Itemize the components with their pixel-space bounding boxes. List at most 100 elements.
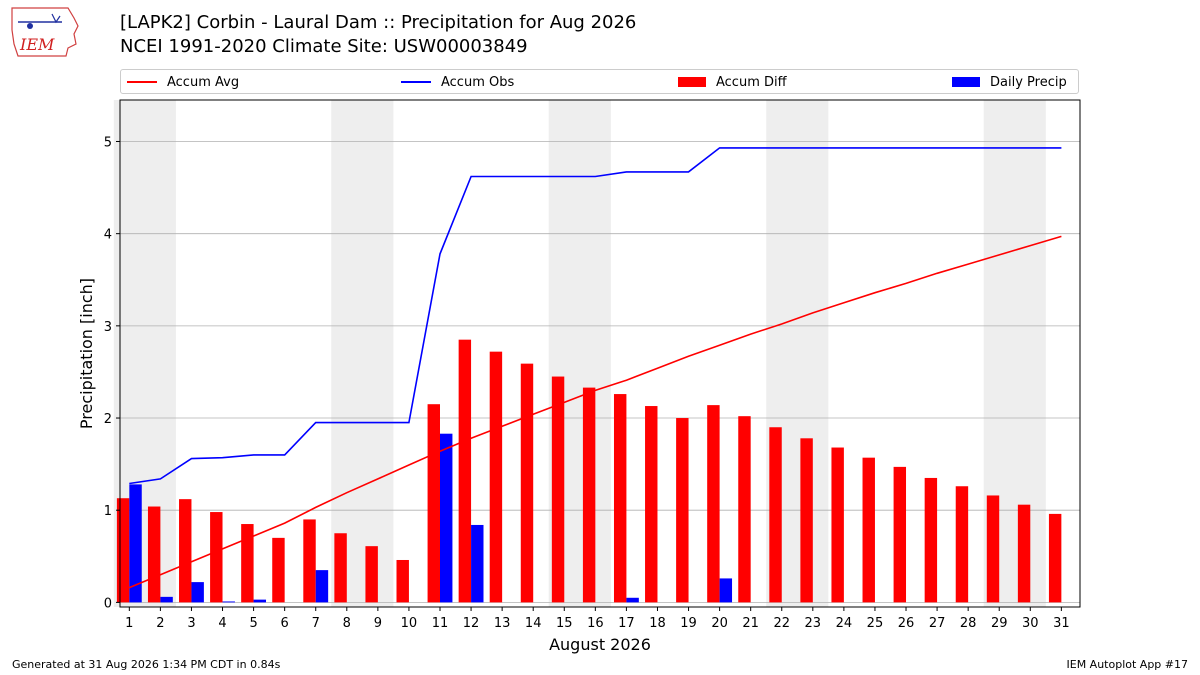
bar-accum-diff [427, 404, 440, 603]
y-axis-label: Precipitation [inch] [77, 278, 96, 429]
bar-accum-diff [769, 427, 782, 603]
y-tick-label: 0 [104, 596, 112, 611]
x-tick-label: 12 [463, 616, 480, 631]
x-tick-label: 16 [587, 616, 604, 631]
x-tick-label: 10 [401, 616, 418, 631]
bar-accum-diff [272, 537, 285, 603]
x-tick-label: 18 [649, 616, 666, 631]
legend-item-accum-diff: Accum Diff [678, 74, 787, 90]
legend-item-accum-obs: Accum Obs [401, 74, 514, 90]
legend-item-daily-precip: Daily Precip [952, 74, 1067, 90]
series-lines [128, 147, 1062, 589]
bar-daily-precip [129, 484, 142, 603]
x-tick-label: 17 [618, 616, 635, 631]
bar-accum-diff [489, 351, 503, 603]
bar-accum-diff [613, 394, 627, 603]
x-tick-label: 13 [494, 616, 511, 631]
plot-frame [119, 99, 1081, 608]
bar-accum-diff [210, 512, 223, 603]
legend-swatch-accum-avg [127, 81, 157, 83]
legend: Accum Avg Accum Obs Accum Diff Daily Pre… [120, 69, 1079, 94]
legend-label-accum-obs: Accum Obs [441, 74, 515, 90]
bar-accum-diff [738, 416, 751, 603]
bar-accum-diff [365, 546, 378, 603]
bar-daily-precip [719, 578, 733, 603]
y-tick-label: 3 [104, 320, 112, 335]
bar-accum-diff [1048, 513, 1062, 603]
x-tick-label: 23 [805, 616, 822, 631]
y-tick-label: 1 [104, 504, 112, 519]
bar-daily-precip [191, 582, 204, 603]
x-tick-label: 15 [556, 616, 573, 631]
x-tick-label: 20 [711, 616, 728, 631]
y-tick-label: 2 [104, 412, 112, 427]
x-tick-label: 7 [312, 616, 320, 631]
bar-accum-diff [676, 418, 689, 603]
x-tick-label: 19 [680, 616, 697, 631]
legend-label-accum-avg: Accum Avg [167, 74, 240, 90]
bar-accum-diff [396, 559, 409, 603]
bar-accum-diff [1017, 504, 1031, 603]
bar-daily-precip [440, 433, 453, 603]
x-tick-label: 25 [867, 616, 884, 631]
x-tick-label: 9 [374, 616, 382, 631]
bar-accum-diff [955, 486, 969, 603]
x-tick-label: 31 [1053, 616, 1070, 631]
bar-daily-precip [471, 524, 484, 603]
bar-accum-diff [893, 466, 907, 603]
x-tick-label: 30 [1022, 616, 1039, 631]
bar-accum-diff [800, 438, 813, 603]
y-tick-label: 4 [104, 228, 112, 243]
legend-swatch-accum-obs [401, 81, 431, 83]
x-tick-label: 2 [156, 616, 164, 631]
bar-daily-precip [160, 596, 173, 603]
footer-app: IEM Autoplot App #17 [1066, 658, 1189, 671]
bar-daily-precip [626, 597, 639, 603]
legend-swatch-accum-diff [678, 77, 706, 87]
bar-accum-diff [520, 363, 534, 603]
legend-swatch-daily-precip [952, 77, 980, 87]
weekend-band [331, 100, 394, 607]
bar-accum-diff [241, 524, 254, 603]
chart-title: [LAPK2] Corbin - Laural Dam :: Precipita… [120, 12, 637, 33]
bar-accum-diff [116, 498, 130, 603]
bar-daily-precip [253, 599, 267, 603]
chart-subtitle: NCEI 1991-2020 Climate Site: USW00003849 [120, 36, 528, 57]
x-tick-label: 14 [525, 616, 542, 631]
bar-accum-diff [334, 533, 347, 603]
bar-daily-precip [315, 570, 329, 603]
line-accum-obs [129, 147, 1062, 485]
x-tick-label: 27 [929, 616, 946, 631]
x-tick-label: 22 [773, 616, 790, 631]
bar-accum-diff [924, 477, 938, 603]
x-tick-label: 11 [432, 616, 449, 631]
bar-accum-diff [831, 447, 844, 603]
legend-label-daily-precip: Daily Precip [990, 74, 1067, 90]
bar-accum-diff [645, 406, 658, 603]
x-tick-label: 4 [218, 616, 226, 631]
x-tick-label: 5 [249, 616, 257, 631]
legend-item-accum-avg: Accum Avg [127, 74, 239, 90]
footer-generated: Generated at 31 Aug 2026 1:34 PM CDT in … [12, 658, 281, 671]
x-axis-label: August 2026 [549, 635, 651, 654]
bar-accum-diff [862, 457, 875, 603]
iem-logo: IEM [11, 7, 79, 57]
x-tick-label: 29 [991, 616, 1008, 631]
x-tick-label: 8 [343, 616, 351, 631]
y-tick-label: 5 [104, 135, 112, 150]
x-tick-label: 1 [125, 616, 133, 631]
bar-daily-precip [222, 601, 235, 603]
x-tick-label: 6 [281, 616, 289, 631]
bar-accum-diff [179, 499, 192, 603]
bar-accum-diff [458, 339, 472, 603]
svg-text:IEM: IEM [19, 35, 55, 54]
bar-accum-diff [582, 387, 596, 603]
bar-accum-diff [303, 519, 316, 603]
x-tick-label: 26 [898, 616, 915, 631]
x-tick-label: 3 [187, 616, 195, 631]
x-tick-label: 21 [742, 616, 759, 631]
legend-label-accum-diff: Accum Diff [716, 74, 787, 90]
grid-lines [120, 141, 1080, 603]
